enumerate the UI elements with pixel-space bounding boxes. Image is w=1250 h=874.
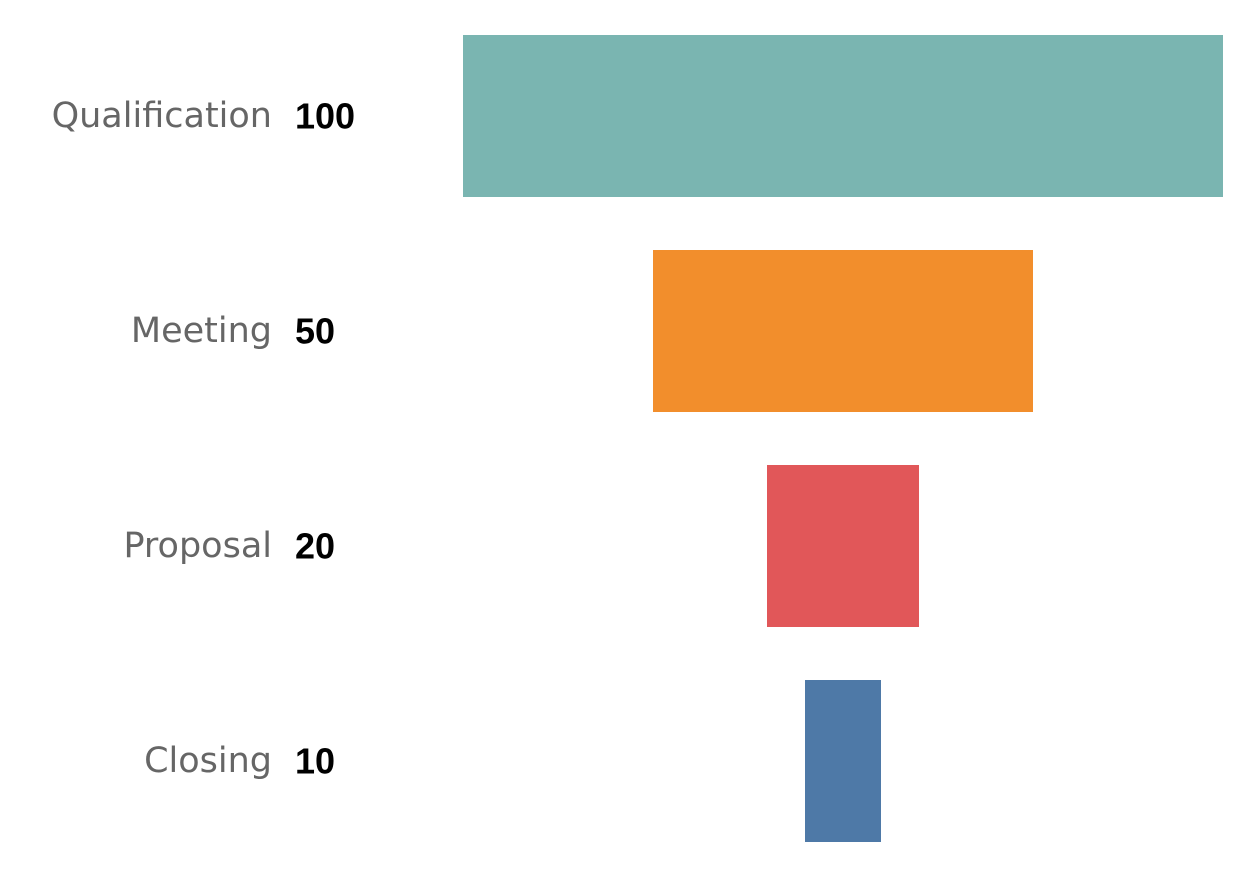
funnel-bar-meeting [653, 250, 1033, 412]
stage-value-proposal: 20 [295, 526, 335, 567]
stage-label-qualification: Qualification [52, 96, 272, 136]
stage-value-qualification: 100 [295, 96, 355, 137]
funnel-row-meeting: Meeting 50 [131, 250, 1033, 412]
funnel-row-qualification: Qualification 100 [52, 35, 1223, 197]
stage-value-meeting: 50 [295, 311, 335, 352]
funnel-rows: Qualification 100 Meeting 50 Proposal 20 Closi… [52, 35, 1223, 842]
stage-label-closing: Closing [144, 741, 272, 781]
stage-value-closing: 10 [295, 741, 335, 782]
funnel-row-proposal: Proposal 20 [123, 465, 919, 627]
funnel-bar-qualification [463, 35, 1223, 197]
funnel-bar-closing [805, 680, 881, 842]
funnel-row-closing: Closing 10 [144, 680, 881, 842]
stage-label-meeting: Meeting [131, 311, 272, 351]
stage-label-proposal: Proposal [123, 526, 272, 566]
funnel-bar-proposal [767, 465, 919, 627]
